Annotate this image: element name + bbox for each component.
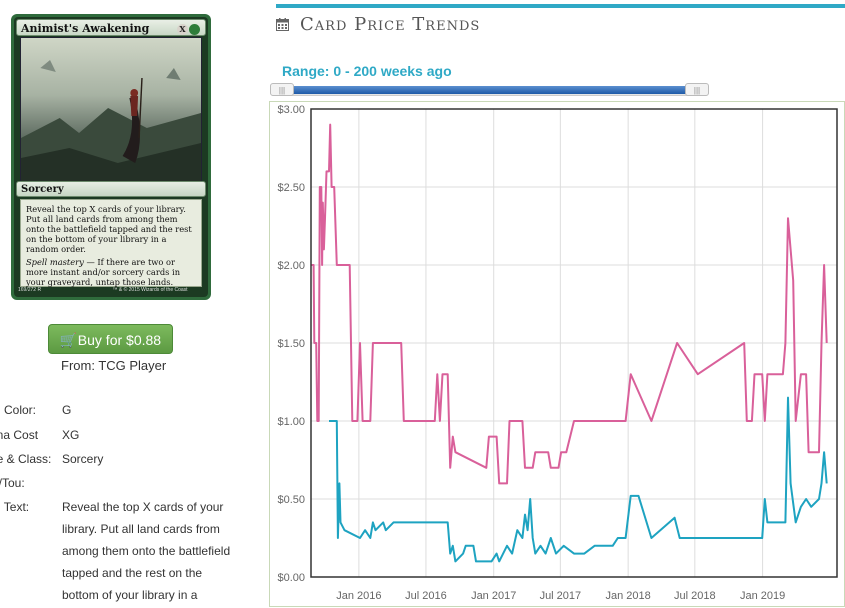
y-tick-label: $3.00 [277, 104, 305, 116]
card-type: Sorcery [21, 184, 64, 195]
x-tick-label: Jul 2016 [405, 590, 447, 602]
y-tick-label: $0.00 [277, 572, 305, 584]
attr-powtou-label-text: w/Tou: [0, 476, 25, 490]
card-text-line: library. Put all land cards from [62, 522, 220, 536]
attr-color-label: rd Color: [0, 403, 58, 417]
attr-text-label-text: rd Text: [0, 500, 30, 514]
mana-x-icon: X [177, 24, 188, 35]
price-chart: $0.00 $0.50 $1.00 $1.50 $2.00 $2.50 $3.00 Jan 2… [269, 101, 845, 607]
price-series-line-1 [311, 123, 828, 485]
attr-mana-value: XG [62, 428, 80, 442]
copyright: ™ & © 2015 Wizards of the Coast [112, 287, 188, 293]
cart-icon: 🛒 [59, 332, 78, 348]
buy-button-label: Buy for $0.88 [77, 332, 162, 348]
x-tick-label: Jan 2016 [336, 590, 381, 602]
card-type-bar: Sorcery [16, 181, 206, 197]
calendar-icon [276, 18, 289, 31]
x-tick-label: Jan 2017 [471, 590, 516, 602]
buy-source: From: TCG Player [61, 358, 167, 373]
collector-number: 169/272 R [18, 287, 42, 293]
y-tick-label: $0.50 [277, 494, 305, 506]
card-footer: 169/272 R ™ & © 2015 Wizards of the Coas… [18, 287, 204, 296]
attr-text-label: rd Text: [0, 500, 58, 514]
attr-color-value: G [62, 403, 72, 417]
y-tick-label: $2.50 [277, 182, 305, 194]
x-tick-label: Jul 2018 [674, 590, 716, 602]
card-text-line: tapped and the rest on the [62, 566, 203, 580]
card-rules-box: Reveal the top X cards of your library. … [20, 199, 202, 287]
slider-range-fill [274, 86, 689, 94]
card-name: Animist's Awakening [21, 22, 150, 35]
panel-title: Card Price Trends [300, 14, 481, 35]
y-tick-label: $2.00 [277, 260, 305, 272]
attr-color-label-text: rd Color: [0, 403, 37, 417]
buy-button[interactable]: 🛒 Buy for $0.88 [48, 324, 173, 354]
panel-top-rule [276, 4, 845, 8]
spell-mastery-text: — If there are two or more instant and/o… [26, 257, 181, 287]
x-tick-label: Jan 2019 [740, 590, 785, 602]
card-text-line: among them onto the battlefield [62, 544, 231, 558]
price-series-line-2 [329, 396, 828, 563]
card-art [20, 37, 202, 182]
slider-handle-end[interactable]: ||| [685, 83, 709, 96]
attr-powtou-label: w/Tou: [0, 476, 58, 490]
attr-text-value: Reveal the top X cards of your library. … [62, 496, 252, 606]
attr-type-label: pe & Class: [0, 452, 58, 466]
attr-type-value: Sorcery [62, 452, 104, 466]
attr-mana-label: ana Cost [0, 428, 58, 442]
y-tick-label: $1.50 [277, 338, 305, 350]
plot-border [310, 108, 838, 578]
spell-mastery-label: Spell mastery [26, 257, 84, 267]
card-text-line: Reveal the top X cards of your [62, 500, 224, 514]
card-text-line: bottom of your library in a [62, 588, 198, 602]
y-tick-label: $1.00 [277, 416, 305, 428]
range-label: Range: 0 - 200 weeks ago [282, 63, 452, 79]
slider-handle-start[interactable]: ||| [270, 83, 294, 96]
attr-type-label-text: pe & Class: [0, 452, 52, 466]
range-slider[interactable]: ||| ||| [270, 83, 709, 97]
card-mastery-text: Spell mastery — If there are two or more… [26, 257, 196, 287]
attr-mana-label-text: ana Cost [0, 428, 39, 442]
x-tick-label: Jan 2018 [606, 590, 651, 602]
x-tick-label: Jul 2017 [540, 590, 582, 602]
card-rules-text: Reveal the top X cards of your library. … [26, 204, 192, 254]
mana-green-icon: G [189, 24, 200, 35]
